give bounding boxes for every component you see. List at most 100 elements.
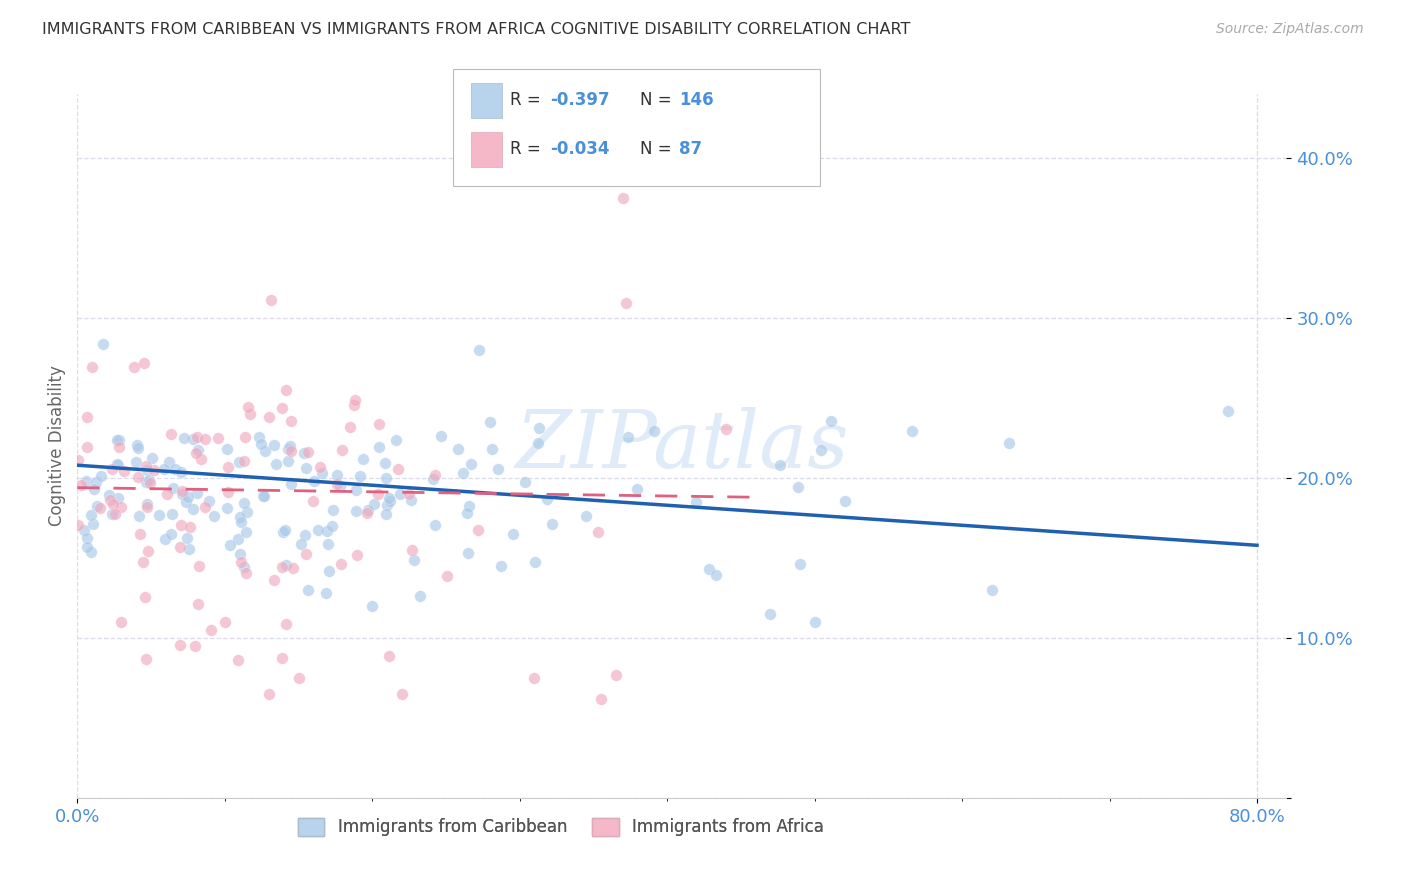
Point	[187, 442, 209, 457]
Text: -0.034: -0.034	[550, 140, 609, 159]
Point	[436, 568, 458, 582]
Point	[297, 444, 319, 458]
Point	[274, 383, 297, 397]
Point	[326, 468, 349, 483]
Point	[346, 548, 368, 562]
Point	[153, 461, 176, 475]
Point	[326, 477, 349, 491]
Point	[321, 519, 343, 533]
Point	[344, 392, 367, 407]
Point	[110, 500, 132, 514]
Point	[169, 518, 191, 533]
Point	[409, 589, 432, 603]
Point	[200, 623, 222, 637]
Point	[311, 466, 333, 480]
Point	[329, 558, 352, 572]
Point	[160, 427, 183, 442]
Point	[128, 508, 150, 523]
Point	[789, 557, 811, 571]
Point	[329, 479, 352, 493]
Point	[226, 653, 249, 667]
Point	[187, 597, 209, 611]
Point	[101, 507, 124, 521]
Point	[236, 400, 259, 414]
Point	[125, 455, 148, 469]
Point	[292, 445, 315, 459]
Point	[257, 687, 280, 701]
Point	[316, 537, 339, 551]
Point	[273, 524, 295, 539]
Point	[515, 475, 537, 489]
Point	[280, 414, 302, 428]
Point	[302, 474, 325, 488]
Point	[135, 458, 157, 473]
Point	[402, 553, 425, 567]
Point	[235, 524, 257, 539]
Point	[287, 671, 309, 685]
Point	[229, 516, 252, 530]
Point	[527, 436, 550, 450]
Point	[377, 491, 399, 505]
Point	[235, 566, 257, 581]
Point	[125, 437, 148, 451]
Point	[232, 559, 254, 574]
Point	[98, 493, 121, 508]
Point	[142, 462, 165, 476]
Point	[173, 431, 195, 445]
Point	[425, 467, 447, 482]
Point	[481, 442, 503, 456]
Point	[127, 470, 149, 484]
Text: R =: R =	[510, 91, 547, 110]
Point	[391, 687, 413, 701]
Point	[322, 503, 344, 517]
Point	[467, 523, 489, 537]
Point	[253, 489, 276, 503]
Point	[368, 417, 391, 431]
Point	[153, 532, 176, 546]
Point	[458, 499, 481, 513]
Point	[176, 531, 198, 545]
Point	[271, 560, 294, 574]
Point	[491, 558, 513, 573]
Point	[76, 540, 98, 554]
Point	[456, 506, 478, 520]
Point	[278, 440, 301, 454]
Point	[257, 410, 280, 425]
Point	[103, 497, 125, 511]
Point	[108, 440, 131, 454]
Text: 87: 87	[679, 140, 702, 159]
Point	[447, 442, 470, 457]
Point	[80, 359, 103, 374]
Point	[361, 599, 384, 614]
Point	[228, 533, 250, 547]
Point	[468, 343, 491, 358]
Point	[294, 528, 316, 542]
Point	[586, 524, 609, 539]
Point	[277, 442, 299, 457]
Y-axis label: Cognitive Disability: Cognitive Disability	[48, 366, 66, 526]
Point	[104, 507, 127, 521]
Point	[160, 527, 183, 541]
Point	[387, 461, 409, 475]
Point	[524, 555, 547, 569]
Point	[204, 508, 226, 523]
Point	[803, 615, 825, 630]
Text: N =: N =	[640, 91, 676, 110]
Point	[617, 430, 640, 444]
Point	[264, 457, 287, 471]
Point	[276, 558, 298, 572]
Point	[186, 429, 208, 443]
Point	[769, 458, 792, 473]
Point	[194, 500, 217, 514]
Point	[349, 469, 371, 483]
Point	[179, 520, 201, 534]
Point	[82, 517, 104, 532]
Point	[177, 541, 200, 556]
Point	[86, 500, 108, 514]
Point	[76, 410, 98, 425]
Point	[229, 510, 252, 524]
Point	[247, 430, 270, 444]
Point	[70, 477, 93, 491]
Point	[229, 555, 252, 569]
Point	[290, 537, 312, 551]
